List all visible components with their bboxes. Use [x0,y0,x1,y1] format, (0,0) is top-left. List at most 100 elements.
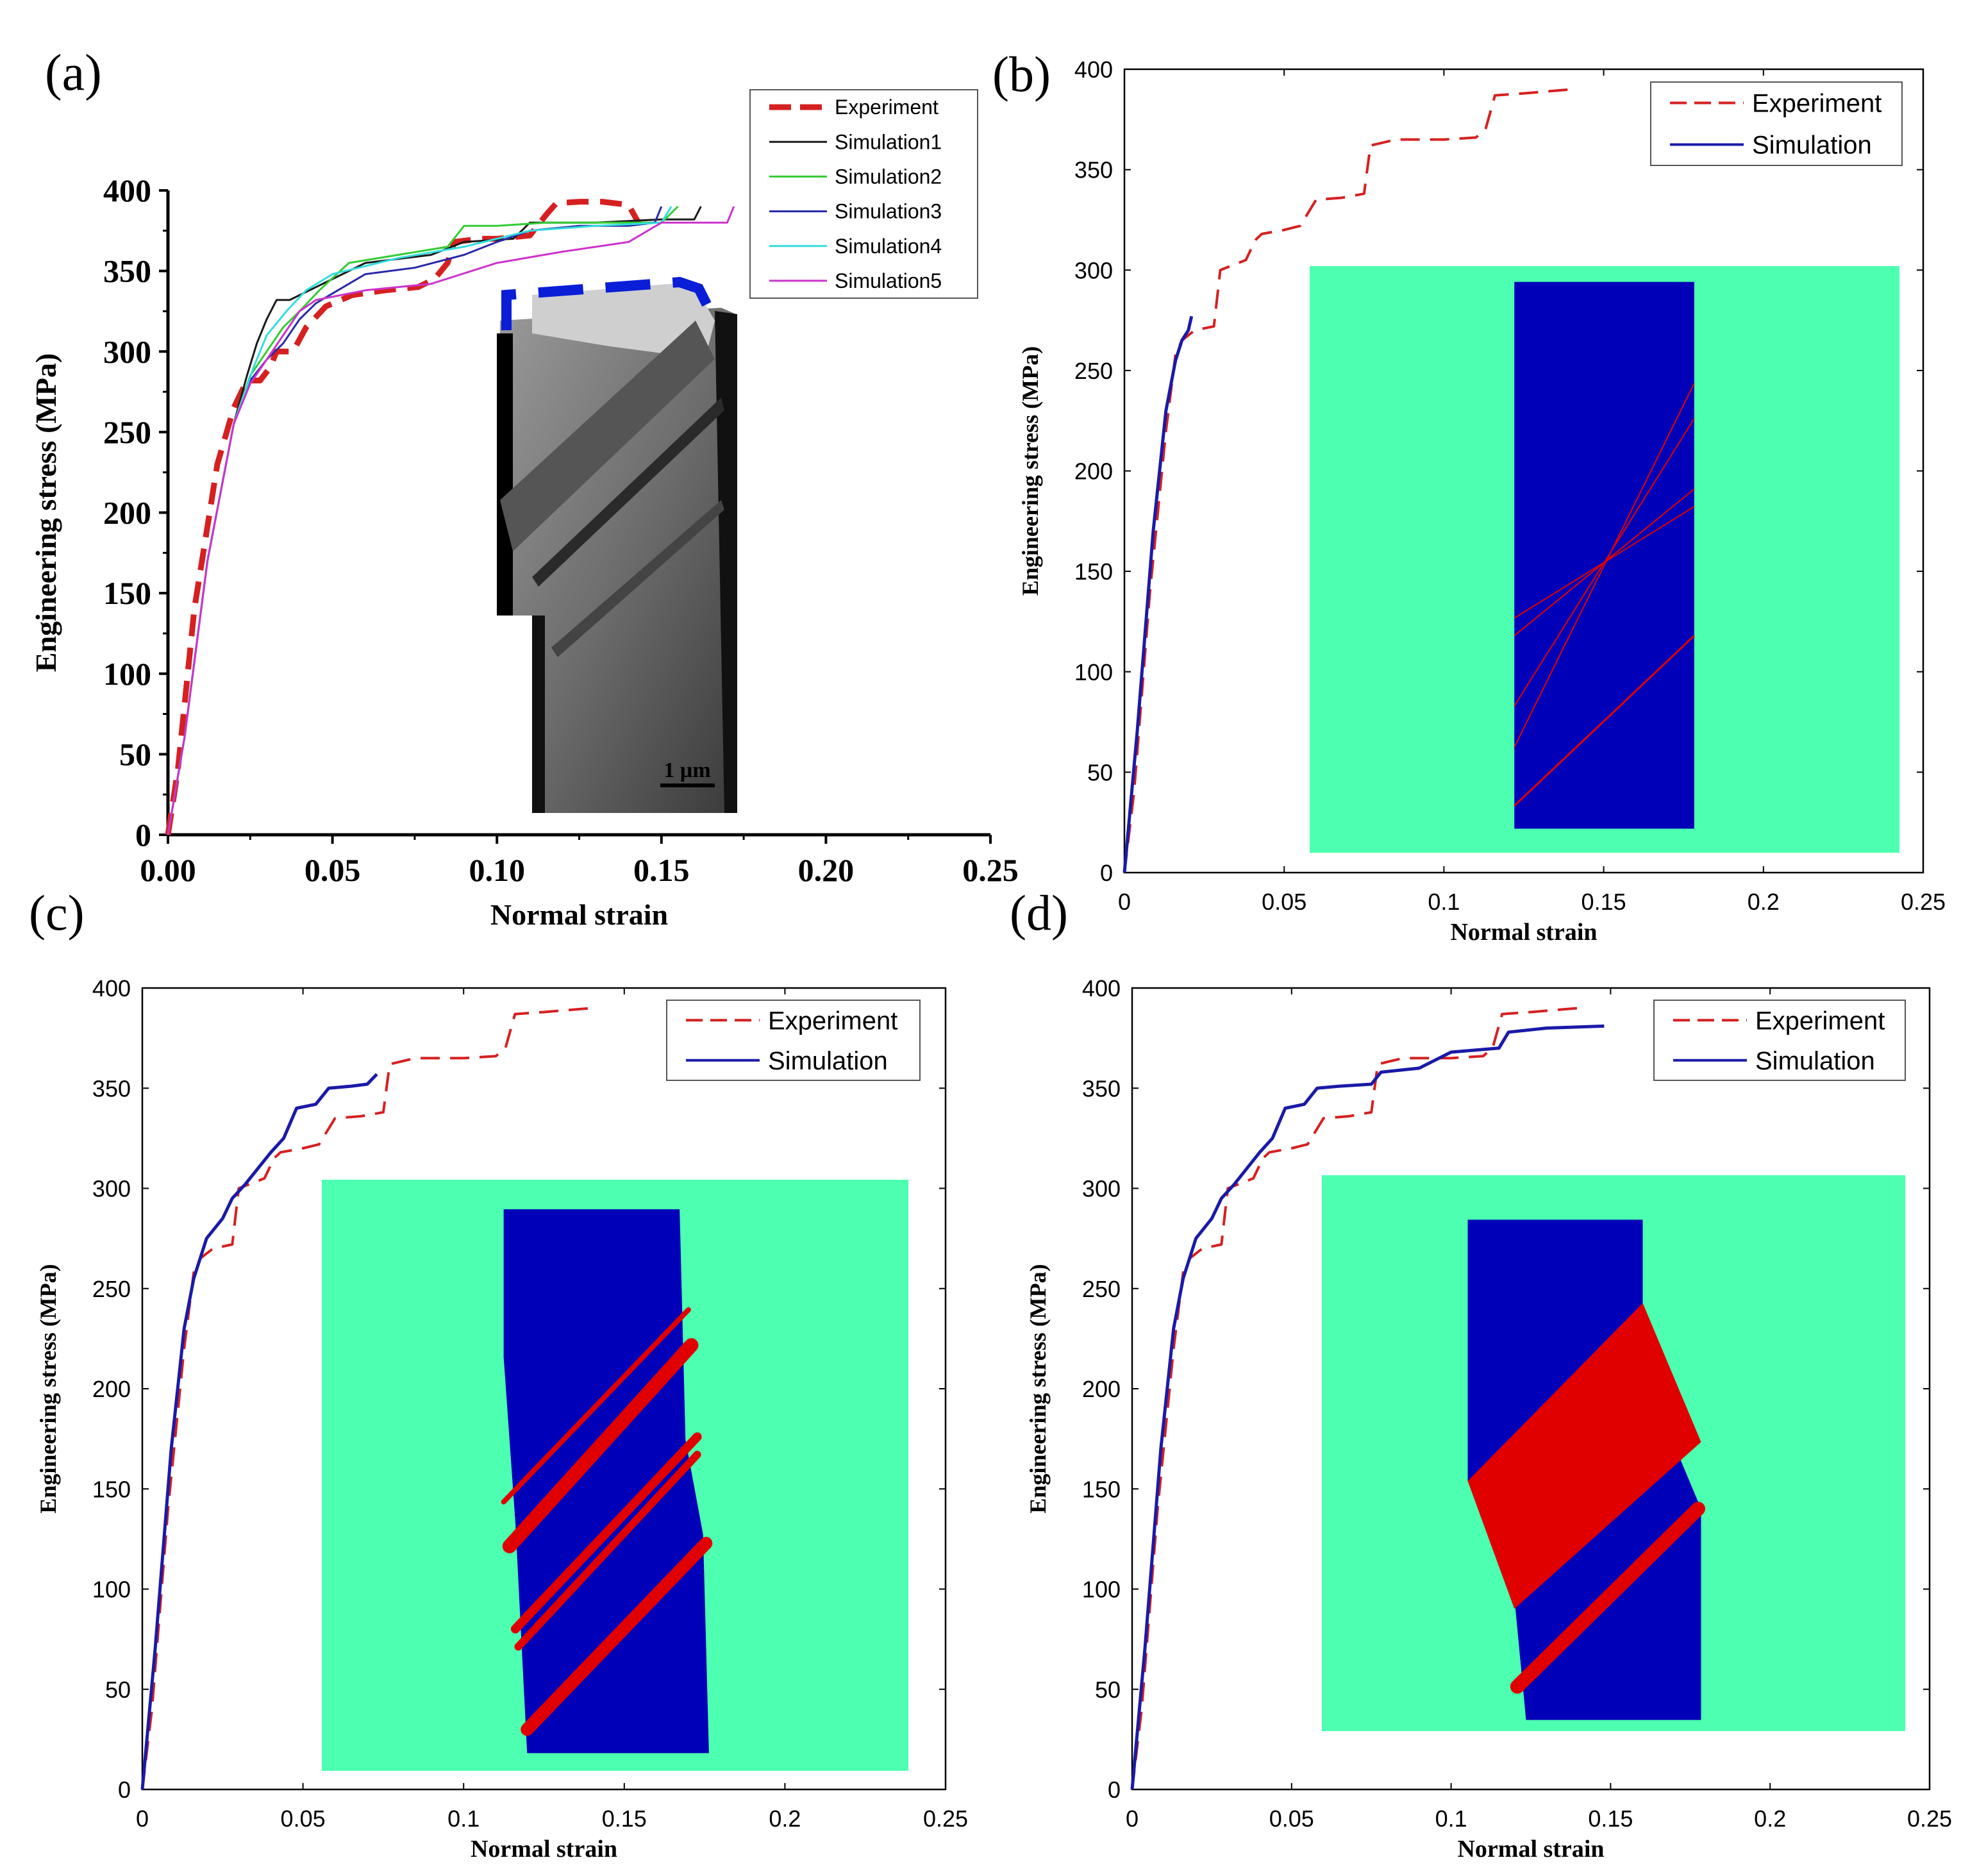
y-tick-label: 350 [103,253,151,289]
micrograph-edge-right [715,311,737,813]
y-tick-label: 150 [92,1476,131,1502]
y-tick-label: 100 [103,656,151,692]
series-line-simulation5 [167,206,735,835]
y-tick-label: 50 [1087,759,1113,785]
y-tick-label: 50 [119,736,151,772]
y-tick-label: 0 [135,817,151,853]
series-line-simulation [1130,1024,1605,1790]
panel-label: (c) [29,885,85,941]
legend-box [1653,1000,1906,1081]
crystal-body [1514,281,1694,829]
twin-schematic-inset [322,1180,908,1771]
y-tick-label: 100 [92,1577,131,1603]
x-tick-label: 0.1 [1428,889,1460,915]
y-tick-label: 200 [1082,1376,1121,1402]
y-tick-label: 200 [92,1376,131,1402]
y-tick-label: 0 [118,1777,131,1803]
y-tick-label: 100 [1074,659,1113,685]
x-tick-label: 0.2 [1754,1805,1786,1832]
x-tick-label: 0.15 [602,1805,647,1832]
series-line-experiment [1123,88,1572,873]
y-tick-label: 150 [1074,558,1113,585]
panel-d: (d) 0 0.05 0.1 0.15 0.2 0.25 0 50 100 150 200 250 300… [1010,885,1952,1863]
series-line-experiment [165,199,641,835]
x-tick-label: 0.00 [140,852,196,888]
x-tick-label: 0.15 [1588,1805,1633,1832]
x-tick-label: 0.25 [923,1805,968,1832]
x-axis-title: Normal strain [1450,919,1597,946]
legend-box [666,1000,921,1081]
legend-label: Experiment [768,1007,897,1035]
y-tick-label: 250 [103,414,151,450]
y-tick-label: 100 [1082,1577,1121,1603]
x-tick-label: 0.2 [769,1805,801,1832]
series-line-simulation [1122,315,1194,873]
legend-label: Simulation3 [835,200,942,223]
y-tick-label: 150 [103,575,151,611]
y-tick-label: 0 [1108,1777,1121,1803]
legend-label: Simulation1 [835,130,942,153]
x-tick-label: 0.10 [469,852,525,888]
y-tick-label: 300 [1074,257,1113,283]
twin-band [1467,1303,1701,1609]
y-tick-label: 200 [103,495,151,531]
y-tick-label: 250 [1082,1276,1121,1302]
twin-schematic-inset [1322,1175,1905,1731]
twin-band [510,1432,702,1634]
legend: Experiment Simulation [1650,81,1903,166]
legend-label: Experiment [1752,90,1882,118]
series-line-experiment [141,1007,592,1790]
legend: Experiment Simulation1 Simulation2 Simulati… [749,89,978,299]
x-tick-label: 0 [1118,889,1131,915]
x-tick-label: 0.25 [962,852,1019,888]
x-tick-label: 0.20 [798,852,855,888]
y-tick-label: 50 [1095,1677,1121,1703]
series-line-simulation [140,1073,378,1790]
panel-c: (c) 0 0.05 0.1 0.15 0.2 0.25 0 50 100 150 200 250 300… [29,885,968,1863]
panel-b: (b) 0 0.05 0.1 0.15 0.2 0.25 0 50 100 150 200 250 300… [992,46,1946,946]
legend: Experiment Simulation [666,1000,921,1081]
micrograph-twin-line [551,500,724,657]
x-tick-label: 0 [136,1805,149,1832]
panel-label: (b) [992,46,1051,102]
legend-label: Simulation4 [835,235,942,258]
x-tick-label: 0.1 [447,1805,480,1832]
x-axis-title: Normal strain [490,898,668,931]
y-tick-label: 400 [92,975,131,1001]
micrograph-edge-lower [532,616,545,813]
legend-label: Experiment [835,96,939,119]
micrograph-twin-band [500,321,715,551]
twin-band [514,1450,701,1651]
legend-label: Simulation [1755,1047,1875,1075]
legend-label: Experiment [1755,1007,1885,1035]
x-axis-title: Normal strain [1457,1836,1604,1863]
x-tick-label: 0.05 [281,1805,326,1832]
x-tick-label: 0.15 [1581,889,1626,915]
legend: Experiment Simulation [1653,1000,1906,1081]
twin-band [521,1537,713,1736]
y-axis-title: Engineering stress (MPa) [29,353,62,672]
y-axis-title: Engineering stress (MPa) [35,1264,61,1513]
micrograph-top [532,282,715,359]
panel-label: (d) [1010,885,1068,941]
micrograph-marker [501,276,717,330]
twin-band [501,1307,691,1505]
y-tick-label: 150 [1082,1476,1121,1502]
micrograph-edge-left [497,333,513,616]
legend-box [1650,81,1903,166]
x-tick-label: 0 [1126,1805,1139,1832]
y-tick-label: 300 [103,333,151,369]
x-tick-label: 0.1 [1435,1805,1467,1832]
y-axis-title: Engineering stress (MPa) [1025,1264,1051,1513]
y-tick-label: 400 [1074,56,1113,83]
x-tick-label: 0.2 [1748,889,1780,915]
panel-a: (a) 1 µm 0.00 0.05 0.10 0.15 0.20 0.25 0 50 100 150… [29,45,1019,931]
micrograph-twin-line [532,398,724,587]
twin-schematic-inset [1310,266,1899,853]
legend-label: Simulation5 [835,269,942,292]
panel-label: (a) [45,45,102,101]
crystal-body [503,1209,709,1754]
y-tick-label: 350 [1074,157,1113,183]
y-tick-label: 350 [1082,1075,1121,1101]
